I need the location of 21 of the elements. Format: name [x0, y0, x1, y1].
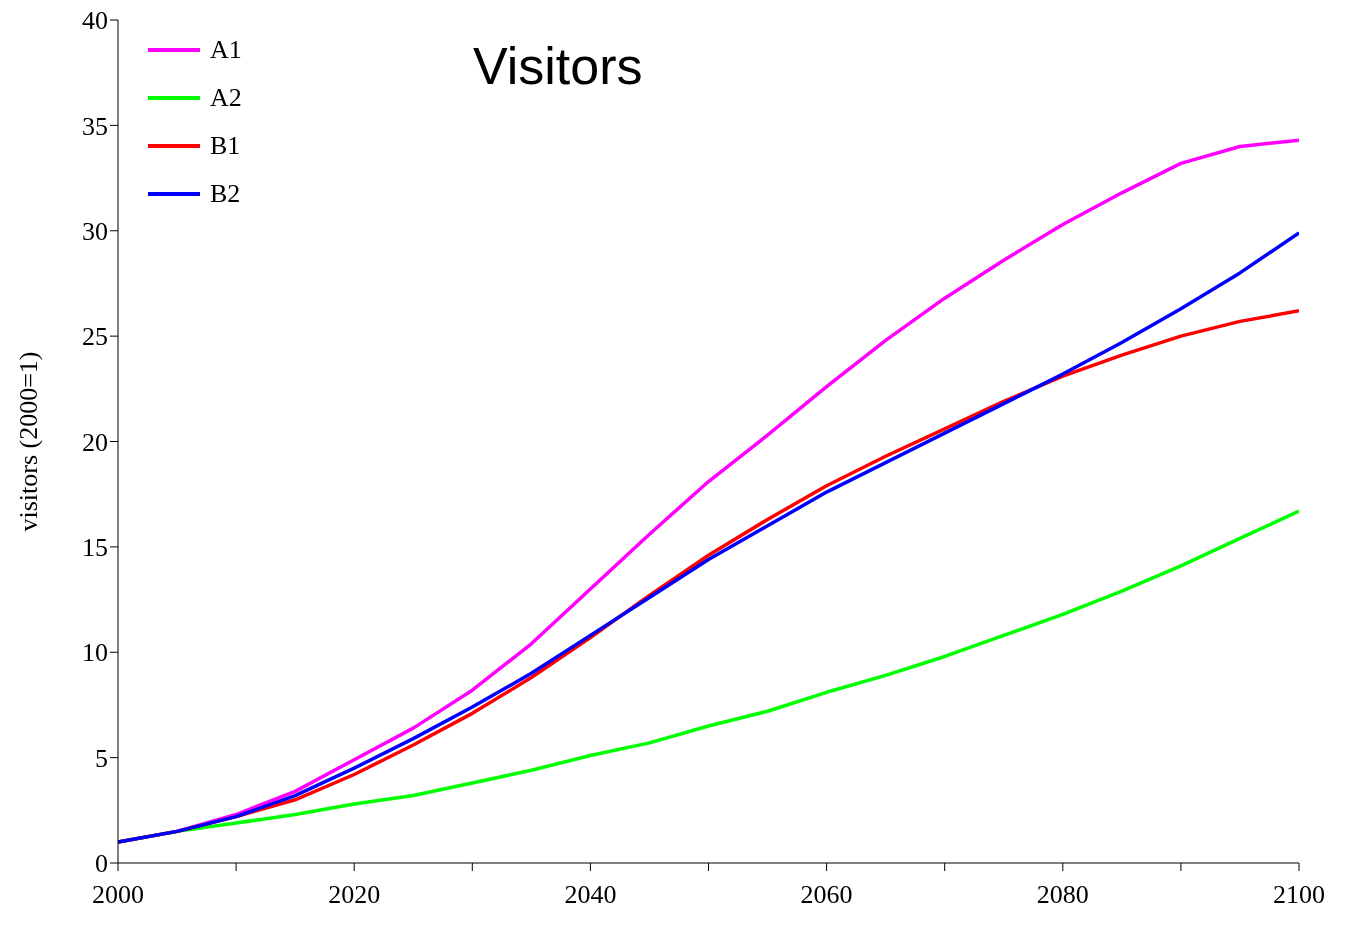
y-tick-label: 30 [82, 216, 108, 246]
y-tick-label: 0 [95, 849, 108, 879]
y-tick-label: 20 [82, 427, 108, 457]
y-tick-label: 10 [82, 638, 108, 668]
legend-label: B1 [210, 130, 241, 162]
y-axis-title: visitors (2000=1) [14, 351, 44, 532]
y-tick-label: 25 [82, 322, 108, 352]
legend-label: A1 [210, 34, 242, 66]
legend-label: A2 [210, 82, 242, 114]
x-tick-label: 2060 [800, 880, 853, 910]
y-tick-label: 5 [95, 743, 108, 773]
y-tick-label: 35 [82, 111, 108, 141]
legend-label: B2 [210, 178, 241, 210]
x-tick-label: 2000 [92, 880, 144, 910]
x-tick-label: 2020 [328, 880, 381, 910]
x-tick-label: 2040 [564, 880, 617, 910]
x-tick-label: 2100 [1273, 880, 1325, 910]
y-tick-label: 40 [82, 6, 108, 36]
x-tick-label: 2080 [1036, 880, 1089, 910]
y-tick-label: 15 [82, 533, 108, 563]
chart-title: Visitors [473, 36, 643, 96]
